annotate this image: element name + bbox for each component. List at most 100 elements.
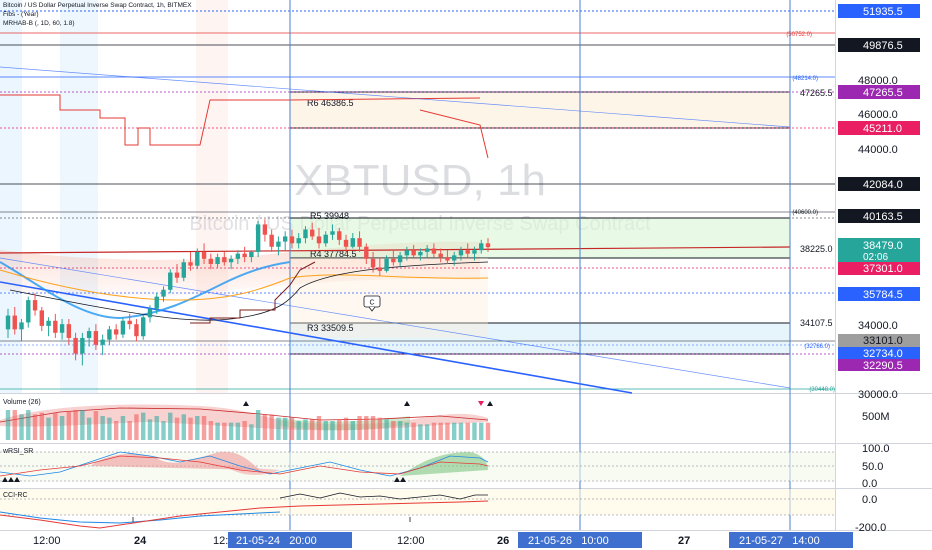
candle-body[interactable] [323, 234, 328, 244]
candle-body[interactable] [289, 236, 295, 244]
candle-body[interactable] [228, 258, 234, 263]
volume-bar [127, 421, 132, 440]
candle-body[interactable] [337, 231, 342, 240]
candle-body[interactable] [357, 238, 362, 247]
candle-body[interactable] [310, 229, 315, 237]
candle-body[interactable] [262, 224, 268, 235]
candle-body[interactable] [181, 262, 186, 278]
candle-body[interactable] [215, 257, 220, 264]
candle-body[interactable] [161, 289, 166, 297]
candle-body[interactable] [364, 246, 369, 259]
candle-body[interactable] [411, 250, 416, 256]
price-label: 51935.5 [863, 6, 903, 18]
candle-body[interactable] [370, 258, 376, 268]
candle-body[interactable] [479, 243, 484, 251]
candle-body[interactable] [168, 272, 173, 290]
candle-body[interactable] [12, 315, 17, 330]
pivot-box-r3[interactable] [289, 322, 791, 355]
candle-body[interactable] [120, 320, 126, 335]
candle-body[interactable] [154, 296, 159, 309]
candle-body[interactable] [330, 231, 335, 235]
candle-body[interactable] [431, 248, 437, 254]
candle-body[interactable] [201, 251, 207, 259]
candle-body[interactable] [80, 337, 85, 354]
candle-body[interactable] [134, 324, 139, 337]
candle-body[interactable] [66, 324, 72, 338]
volume-bar [337, 419, 342, 440]
volume-bar [107, 417, 112, 440]
time-highlight-label: 21-05-27 14:00 [739, 535, 820, 547]
candle-body[interactable] [451, 255, 457, 261]
candle-body[interactable] [93, 331, 99, 345]
volume-bar [350, 421, 355, 440]
candle-body[interactable] [174, 272, 180, 278]
candle-body[interactable] [472, 250, 477, 254]
volume-bar [289, 417, 295, 440]
pivot-box-r6[interactable] [289, 91, 791, 129]
candle-body[interactable] [404, 250, 410, 256]
candle-body[interactable] [316, 236, 322, 244]
price-tick: 30000.0 [858, 389, 898, 401]
price-tick: 34000.0 [858, 320, 898, 332]
time-axis[interactable]: 12:00 24 12: 21-05-24 20:00 12:00 26 21-… [33, 532, 853, 548]
volume-bar [424, 424, 430, 440]
candle-body[interactable] [147, 308, 153, 318]
candle-body[interactable] [195, 251, 200, 266]
candle-body[interactable] [445, 257, 450, 261]
candle-body[interactable] [46, 320, 51, 326]
candle-body[interactable] [296, 238, 301, 244]
candle-body[interactable] [350, 238, 355, 247]
candle-body[interactable] [465, 250, 470, 254]
volume-bar [370, 416, 376, 440]
candle-body[interactable] [377, 267, 383, 271]
candle-body[interactable] [384, 258, 389, 271]
candle-body[interactable] [276, 241, 281, 247]
price-axis[interactable]: 48000.0 46000.0 44000.0 34000.0 30000.0 … [838, 4, 920, 534]
candle-body[interactable] [39, 310, 45, 326]
candle-body[interactable] [127, 320, 132, 325]
price-tick: 48000.0 [858, 75, 898, 87]
candle-body[interactable] [282, 236, 288, 242]
candle-body[interactable] [391, 258, 396, 263]
candle-body[interactable] [86, 331, 92, 338]
candle-body[interactable] [208, 258, 214, 264]
candle-body[interactable] [73, 337, 78, 354]
candle-body[interactable] [438, 253, 443, 258]
price-label: 33101.0 [863, 335, 903, 347]
candle-body[interactable] [418, 251, 423, 256]
price-tick: 44000.0 [858, 144, 898, 156]
candle-body[interactable] [32, 300, 38, 311]
candle-body[interactable] [485, 243, 491, 248]
candle-body[interactable] [107, 329, 112, 340]
candle-body[interactable] [222, 257, 227, 263]
volume-up-arrow [487, 401, 493, 406]
candle-body[interactable] [424, 248, 430, 252]
candle-body[interactable] [113, 329, 119, 335]
candle-body[interactable] [100, 339, 105, 345]
candle-body[interactable] [458, 250, 464, 256]
volume-bar [262, 414, 268, 440]
candle-body[interactable] [242, 253, 247, 258]
candle-body[interactable] [141, 317, 146, 337]
time-highlight-label: 21-05-24 20:00 [236, 535, 317, 547]
volume-pane-title: Volume (26) [3, 399, 41, 406]
candle-body[interactable] [397, 255, 403, 263]
candle-body[interactable] [26, 300, 31, 323]
volume-bar [66, 411, 72, 440]
candle-body[interactable] [53, 320, 58, 333]
candle-body[interactable] [188, 262, 193, 266]
candle-body[interactable] [343, 239, 349, 247]
candle-body[interactable] [269, 234, 274, 247]
price-label: 47265.5 [863, 87, 903, 99]
candle-body[interactable] [303, 229, 308, 239]
marker-c[interactable]: C [363, 295, 381, 312]
candle-body[interactable] [255, 224, 261, 252]
candle-body[interactable] [249, 251, 254, 258]
candle-body[interactable] [19, 322, 24, 330]
candle-body[interactable] [235, 253, 241, 259]
candle-body[interactable] [5, 315, 11, 330]
pivot-right-label-3: 34107.5 [800, 318, 833, 328]
time-label: 12:00 [33, 535, 61, 547]
candle-body[interactable] [59, 324, 65, 333]
